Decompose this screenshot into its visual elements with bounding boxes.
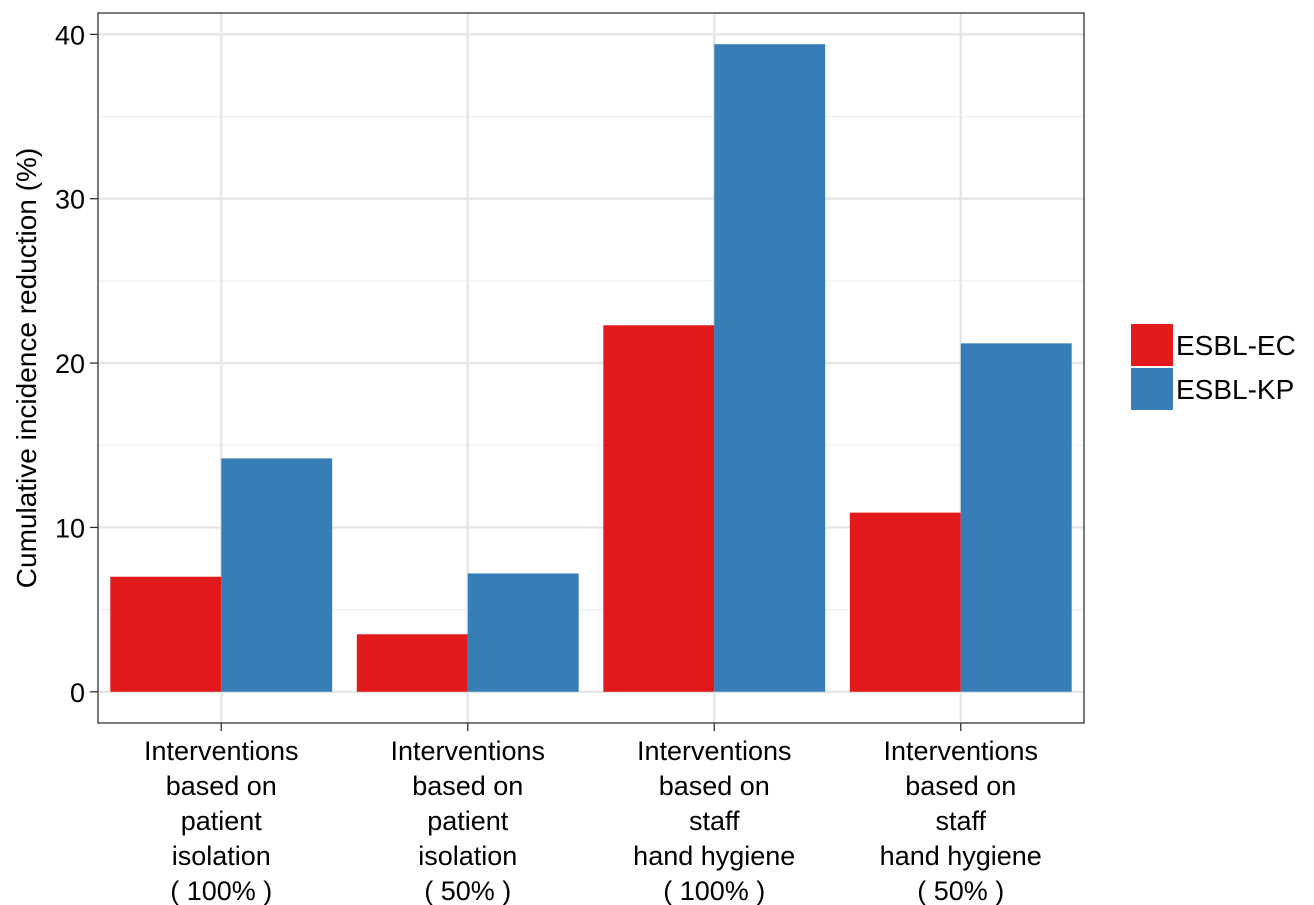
x-tick-label: Interventions based on staff hand hygiene( …: [633, 736, 795, 905]
x-axis: Interventions based on patient isolation( 1…: [144, 723, 1042, 905]
legend-key-esbl-kp: [1131, 368, 1173, 410]
legend-label-esbl-kp: ESBL-KP: [1176, 374, 1294, 405]
y-tick-label: 40: [55, 20, 85, 50]
x-tick-label: Interventions based on staff hand hygiene( …: [880, 736, 1042, 905]
bar-esbl-kp: [467, 573, 579, 692]
x-tick-label: Interventions based on patient isolation( 5…: [390, 736, 545, 905]
legend-label-esbl-ec: ESBL-EC: [1176, 330, 1296, 361]
y-tick-label: 20: [55, 349, 85, 379]
x-tick-label: Interventions based on patient isolation( 1…: [144, 736, 299, 905]
plot-border: [97, 12, 1085, 724]
y-axis: 0 10 20 30 40: [55, 20, 98, 708]
bar-esbl-ec: [356, 634, 468, 692]
legend: ESBL-EC ESBL-KP: [1131, 324, 1296, 410]
y-tick-label: 10: [55, 513, 85, 543]
bar-esbl-ec: [603, 325, 715, 692]
legend-key-esbl-ec: [1131, 324, 1173, 366]
y-tick-label: 30: [55, 185, 85, 215]
bars: [110, 44, 1072, 692]
bar-esbl-kp: [221, 458, 333, 692]
y-axis-label: Cumulative incidence reduction (%): [11, 148, 42, 588]
bar-esbl-ec: [849, 512, 961, 692]
bar-esbl-ec: [110, 576, 222, 692]
bar-esbl-kp: [960, 343, 1072, 692]
bar-esbl-kp: [714, 44, 826, 692]
y-tick-label: 0: [70, 678, 85, 708]
